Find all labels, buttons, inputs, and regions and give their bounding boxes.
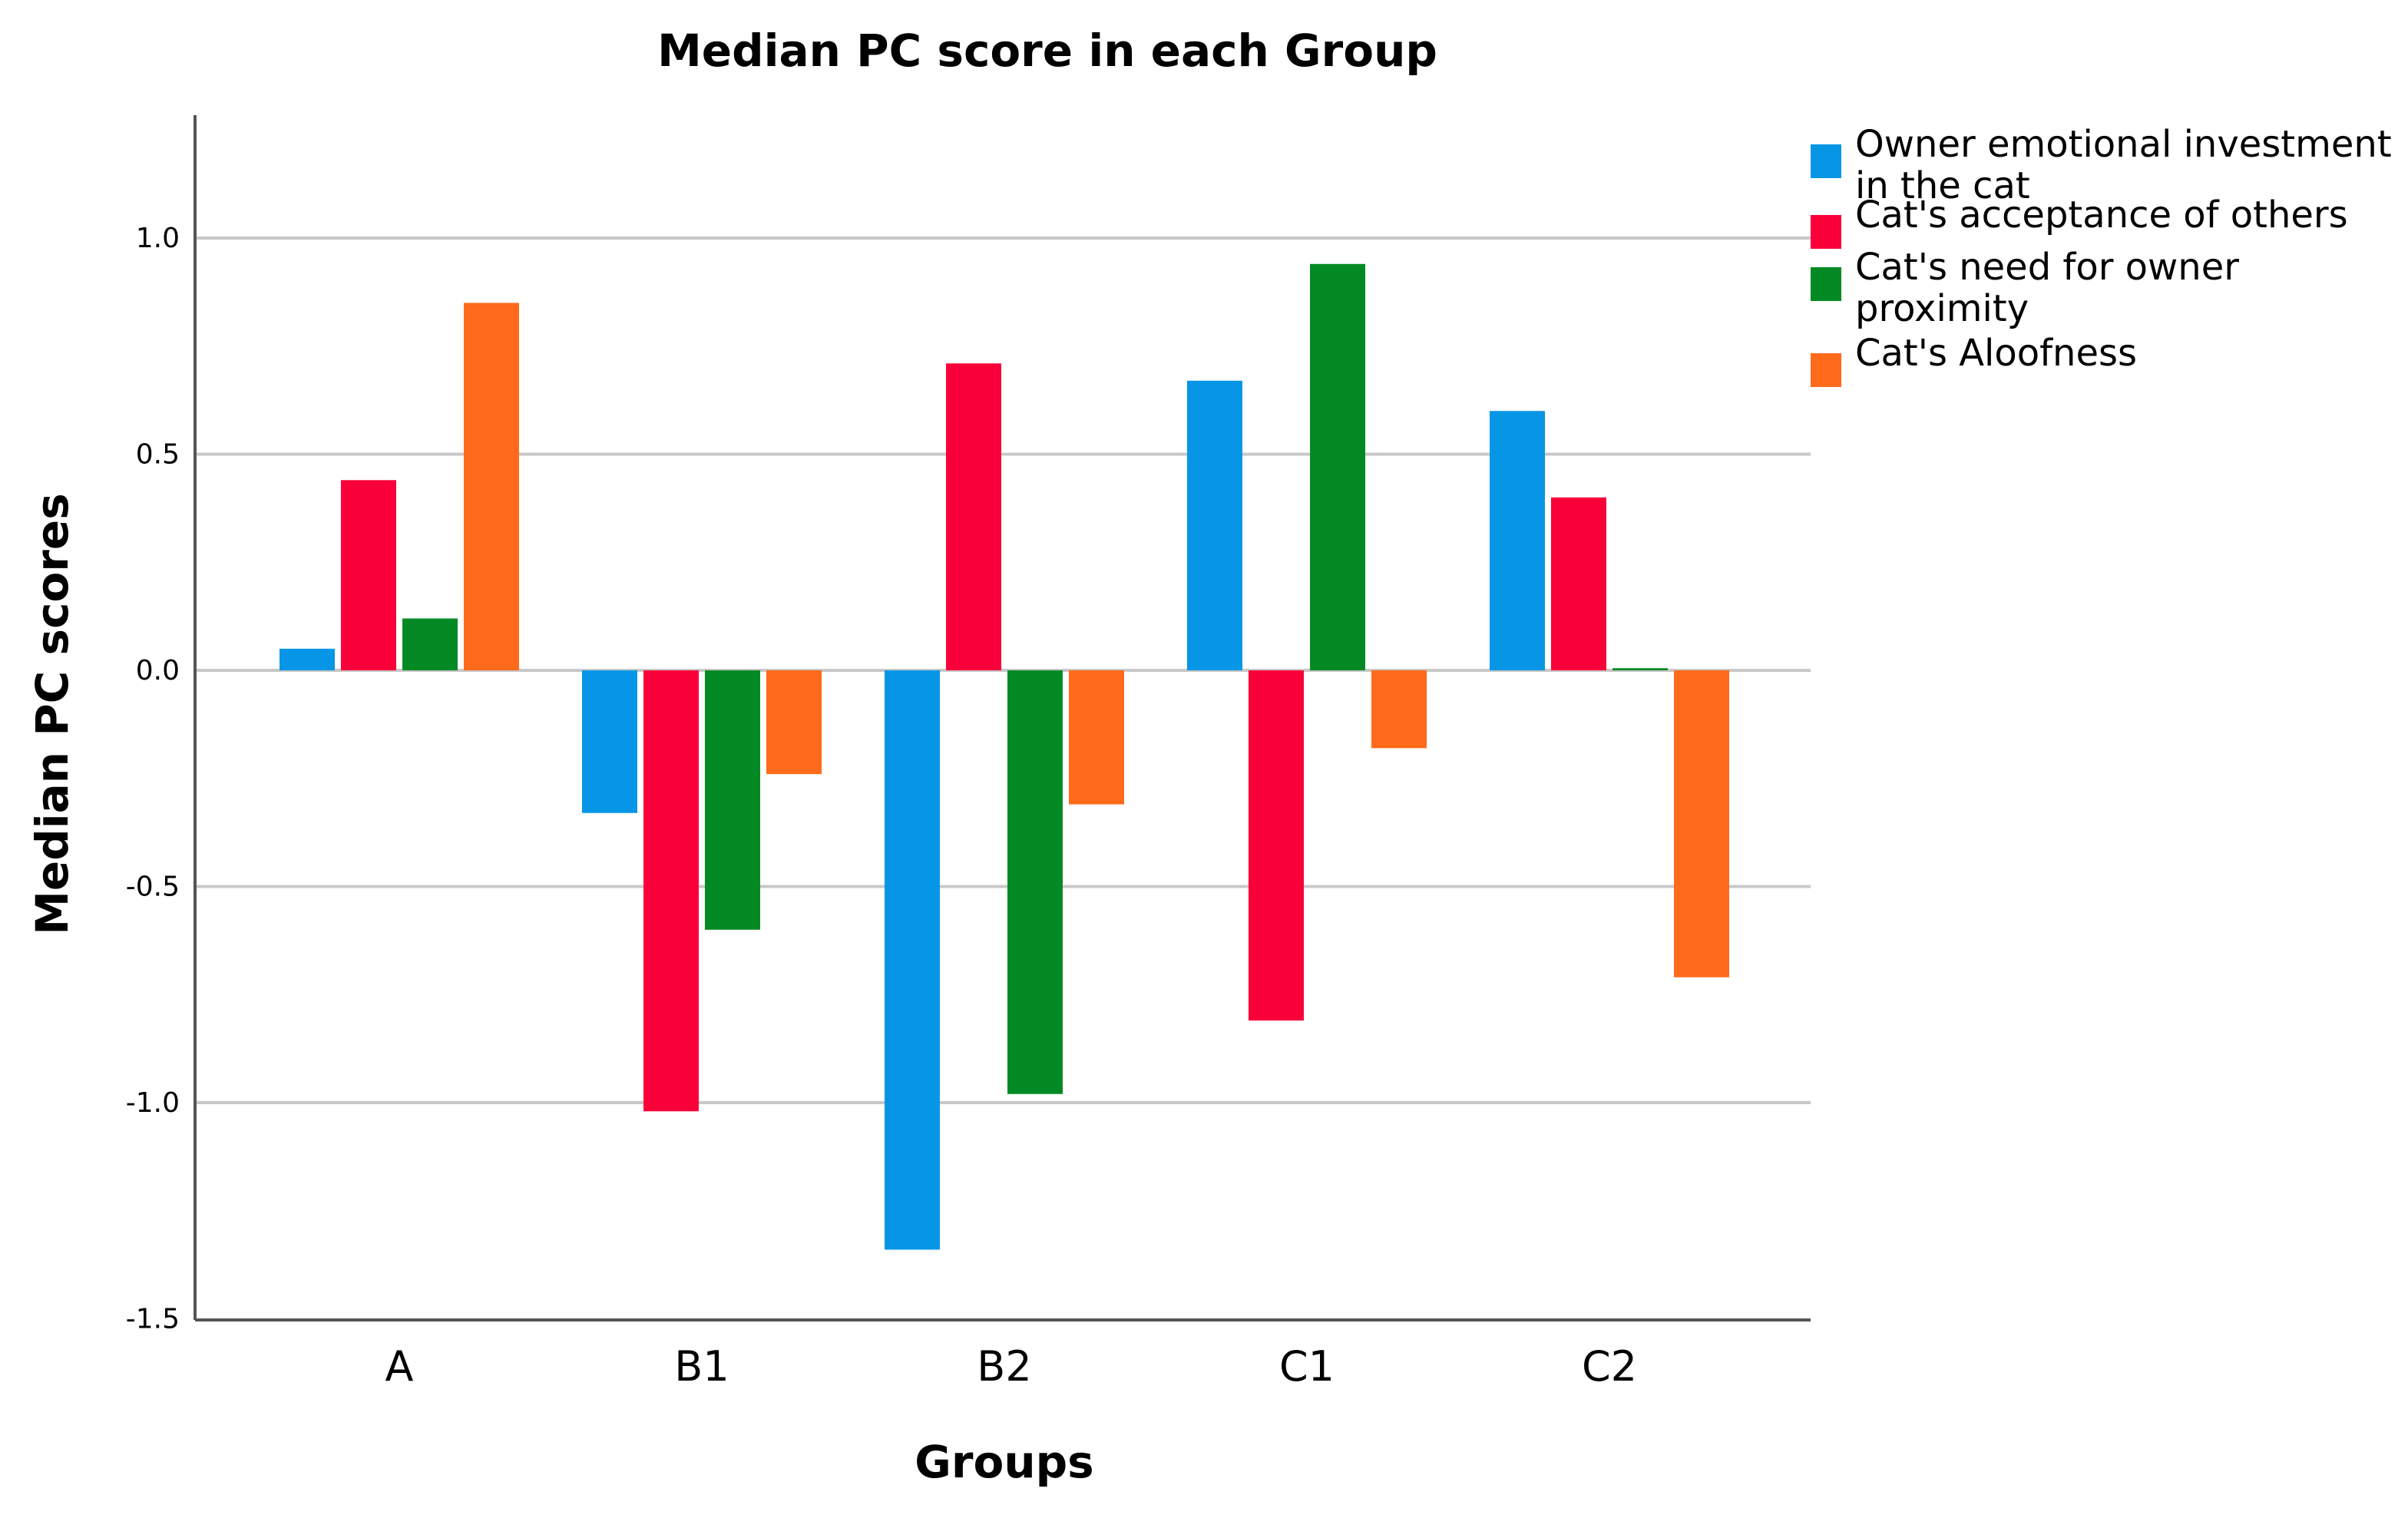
bar — [1249, 670, 1304, 1021]
bar — [1490, 411, 1545, 670]
y-tick-label: -1.0 — [126, 1087, 180, 1119]
y-tick-label: 0.5 — [136, 439, 180, 471]
legend-swatch — [1811, 215, 1841, 249]
bar — [1310, 263, 1365, 670]
y-axis-title: Median PC scores — [26, 493, 78, 935]
x-tick-label: B1 — [674, 1342, 729, 1391]
legend-label: Cat's need for owner — [1855, 246, 2239, 289]
bar — [946, 363, 1001, 670]
bars-layer — [280, 263, 1729, 1250]
bar — [464, 303, 519, 670]
bar — [341, 480, 396, 670]
y-tick-labels: 1.0 0.5 0.0 -0.5 -1.0 -1.5 — [126, 223, 180, 1335]
chart-title: Median PC score in each Group — [657, 25, 1437, 77]
legend-swatch — [1811, 353, 1841, 387]
x-tick-label: C2 — [1582, 1342, 1637, 1391]
bar — [1007, 670, 1063, 1094]
legend-label: Owner emotional investment — [1855, 123, 2392, 166]
legend-label: Cat's Aloofness — [1855, 332, 2137, 375]
bar — [1612, 668, 1668, 670]
x-tick-label: C1 — [1279, 1342, 1335, 1391]
x-tick-labels: A B1 B2 C1 C2 — [385, 1342, 1638, 1391]
legend-swatch — [1811, 144, 1841, 178]
y-tick-label: 1.0 — [136, 223, 180, 254]
y-tick-label: 0.0 — [136, 655, 180, 686]
x-axis-title: Groups — [915, 1436, 1093, 1488]
legend-swatch — [1811, 267, 1841, 301]
bar — [705, 670, 760, 930]
bar — [1069, 670, 1124, 805]
legend-label: proximity — [1855, 287, 2029, 330]
y-tick-label: -0.5 — [126, 872, 180, 903]
legend-label: Cat's acceptance of others — [1855, 194, 2348, 237]
bar — [402, 618, 458, 670]
y-tick-label: -1.5 — [126, 1304, 180, 1335]
bar — [885, 670, 940, 1250]
axes-layer — [194, 115, 1811, 1321]
bar — [582, 670, 637, 813]
x-tick-label: B2 — [977, 1342, 1031, 1391]
bar — [1187, 380, 1242, 670]
bar — [643, 670, 699, 1112]
x-tick-label: A — [385, 1342, 414, 1391]
bar — [766, 670, 822, 775]
bar — [1674, 670, 1729, 977]
bar — [1551, 497, 1606, 670]
legend-label: in the cat — [1855, 164, 2030, 207]
bar — [280, 648, 335, 670]
bar — [1371, 670, 1427, 749]
